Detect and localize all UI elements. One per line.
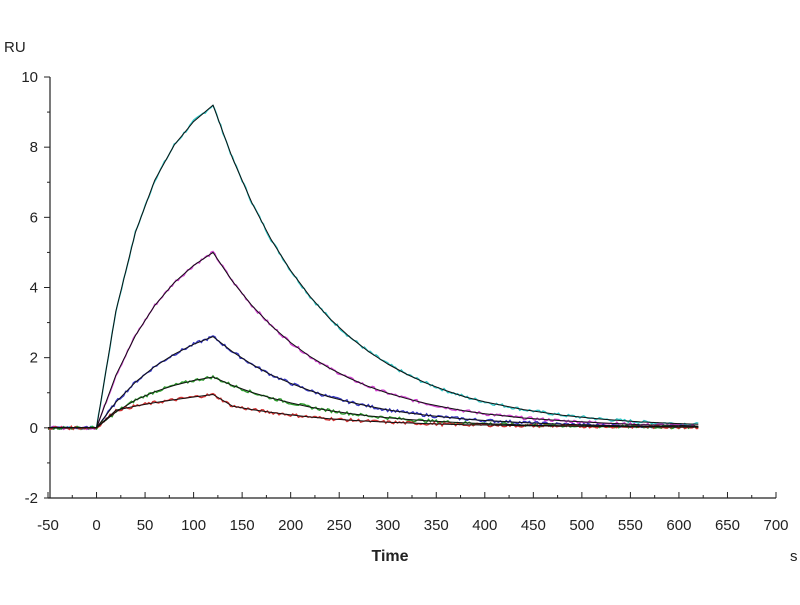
y-tick-label: 4 <box>30 280 38 297</box>
x-tick-label: -50 <box>37 517 59 534</box>
x-tick-label: 650 <box>715 517 740 534</box>
series-red-fit <box>48 394 699 429</box>
x-axis-unit: s <box>790 548 798 565</box>
x-tick-label: 500 <box>569 517 594 534</box>
series-green-fit <box>48 376 699 429</box>
x-tick-label: 550 <box>618 517 643 534</box>
series-magenta-fit <box>48 251 699 429</box>
y-tick-label: -2 <box>25 490 38 507</box>
x-tick-label: 600 <box>666 517 691 534</box>
x-tick-label: 200 <box>278 517 303 534</box>
y-tick-label: 2 <box>30 350 38 367</box>
y-tick-label: 8 <box>30 139 38 156</box>
x-tick-label: 250 <box>327 517 352 534</box>
y-tick-label: 6 <box>30 209 38 226</box>
x-tick-label: 450 <box>521 517 546 534</box>
x-tick-label: 50 <box>137 517 154 534</box>
y-axis-label: RU <box>4 39 26 56</box>
y-tick-label: 0 <box>30 420 38 437</box>
x-axis-label: Time <box>371 548 408 565</box>
x-tick-label: 0 <box>92 517 100 534</box>
x-tick-label: 400 <box>472 517 497 534</box>
series-cyan-data <box>47 104 699 431</box>
x-tick-label: 700 <box>763 517 788 534</box>
x-tick-label: 350 <box>424 517 449 534</box>
y-tick-label: 10 <box>21 69 38 86</box>
x-tick-label: 150 <box>230 517 255 534</box>
x-tick-label: 100 <box>181 517 206 534</box>
series-blue-data <box>47 335 699 431</box>
x-tick-label: 300 <box>375 517 400 534</box>
series-blue-fit <box>48 336 699 429</box>
series-magenta-data <box>47 250 699 431</box>
series-cyan-fit <box>48 104 699 429</box>
